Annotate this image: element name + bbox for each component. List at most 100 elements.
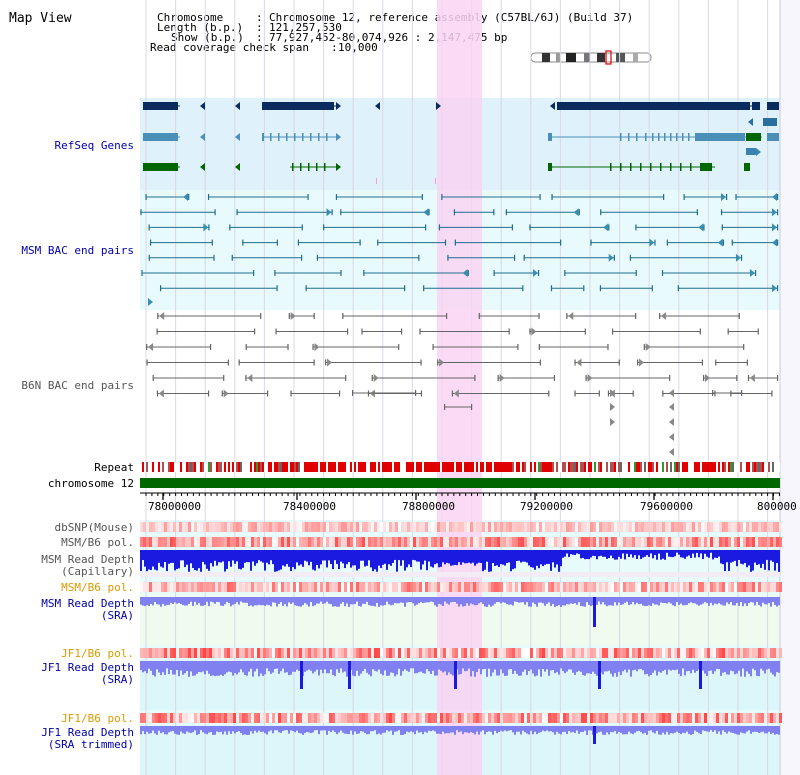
pol-segment xyxy=(716,713,719,723)
depth-bar xyxy=(398,597,400,604)
depth-bar xyxy=(284,661,286,673)
depth-bar xyxy=(184,726,186,734)
pol-segment xyxy=(719,522,722,532)
depth-bar xyxy=(154,550,156,570)
depth-bar xyxy=(386,661,388,676)
pol-segment xyxy=(212,713,215,723)
repeat-segment xyxy=(644,462,646,472)
pol-segment xyxy=(659,648,662,658)
bac-end xyxy=(305,285,307,292)
depth-bar xyxy=(728,550,730,572)
bac-end xyxy=(683,194,685,200)
pol-segment xyxy=(476,713,479,723)
pol-segment xyxy=(371,648,374,658)
depth-bar xyxy=(488,597,490,605)
pol-segment xyxy=(314,522,317,532)
repeat-segment xyxy=(266,462,268,472)
pol-segment xyxy=(332,648,335,658)
pol-segment xyxy=(149,582,152,592)
pol-segment xyxy=(662,582,665,592)
depth-bar xyxy=(682,550,684,558)
depth-spike xyxy=(699,661,702,689)
depth-bar xyxy=(264,597,266,606)
pol-segment xyxy=(404,537,407,547)
depth-bar xyxy=(258,597,260,605)
track-label-refseq[interactable]: RefSeq Genes xyxy=(54,139,134,152)
depth-bar xyxy=(744,661,746,677)
depth-bar xyxy=(584,661,586,676)
pol-segment xyxy=(317,713,320,723)
pol-segment xyxy=(731,648,734,658)
repeat-segment xyxy=(332,462,334,472)
pol-segment xyxy=(518,537,521,547)
depth-bar xyxy=(554,597,556,607)
depth-bar xyxy=(252,726,254,734)
depth-bar xyxy=(736,550,738,567)
pol-segment xyxy=(272,713,275,723)
bac-end xyxy=(777,285,779,292)
depth-bar xyxy=(728,726,730,732)
pol-segment xyxy=(278,522,281,532)
pol-segment xyxy=(536,522,539,532)
bac-end-arrow xyxy=(661,312,667,320)
pol-segment xyxy=(374,713,377,723)
depth-bar xyxy=(462,597,464,607)
repeat-segment xyxy=(764,462,766,472)
pol-segment xyxy=(239,537,242,547)
pol-segment xyxy=(770,713,773,723)
depth-bar xyxy=(552,661,554,670)
pol-segment xyxy=(218,713,221,723)
track-label-msm-bac[interactable]: MSM BAC end pairs xyxy=(21,244,134,257)
depth-bar xyxy=(564,726,566,732)
depth-bar xyxy=(642,550,644,558)
axis-tick-label: 79600000 xyxy=(640,500,693,513)
bac-end-arrow xyxy=(373,374,379,382)
depth-bar xyxy=(308,597,310,607)
pol-segment xyxy=(269,522,272,532)
repeat-segment xyxy=(302,462,304,472)
pol-segment xyxy=(776,713,779,723)
pol-segment xyxy=(749,537,752,547)
depth-bar xyxy=(738,550,740,560)
depth-bar xyxy=(618,726,620,732)
pol-segment xyxy=(398,537,401,547)
pol-segment xyxy=(635,713,638,723)
depth-bar xyxy=(196,597,198,605)
depth-bar xyxy=(222,597,224,606)
repeat-segment xyxy=(574,462,576,472)
pol-segment xyxy=(728,648,731,658)
bac-end xyxy=(629,254,632,261)
depth-bar xyxy=(548,661,550,676)
gene-tick xyxy=(658,133,660,141)
pol-segment xyxy=(143,537,146,547)
bac-end-arrow xyxy=(698,223,704,232)
pol-segment xyxy=(167,648,170,658)
depth-bar xyxy=(398,726,400,731)
repeat-segment xyxy=(614,462,616,472)
depth-bar xyxy=(150,550,152,570)
pol-segment xyxy=(665,713,668,723)
pol-segment xyxy=(497,582,500,592)
pol-segment xyxy=(665,522,668,532)
depth-bar xyxy=(202,550,204,562)
depth-bar xyxy=(222,550,224,562)
pol-segment xyxy=(602,522,605,532)
gene-arrow xyxy=(235,133,240,141)
repeat-segment xyxy=(768,462,770,472)
pol-segment xyxy=(482,537,485,547)
gene-exon xyxy=(752,102,760,110)
pol-segment xyxy=(353,582,356,592)
pol-segment xyxy=(386,648,389,658)
track-label-b6n-bac[interactable]: B6N BAC end pairs xyxy=(21,379,134,392)
bac-end xyxy=(651,285,653,292)
depth-bar xyxy=(760,550,762,568)
pol-segment xyxy=(383,537,386,547)
pol-segment xyxy=(584,713,587,723)
depth-bar xyxy=(514,661,516,671)
depth-bar xyxy=(448,550,450,564)
depth-bar xyxy=(756,726,758,732)
repeat-segment xyxy=(196,462,198,472)
depth-bar xyxy=(436,661,438,676)
pol-segment xyxy=(689,713,692,723)
